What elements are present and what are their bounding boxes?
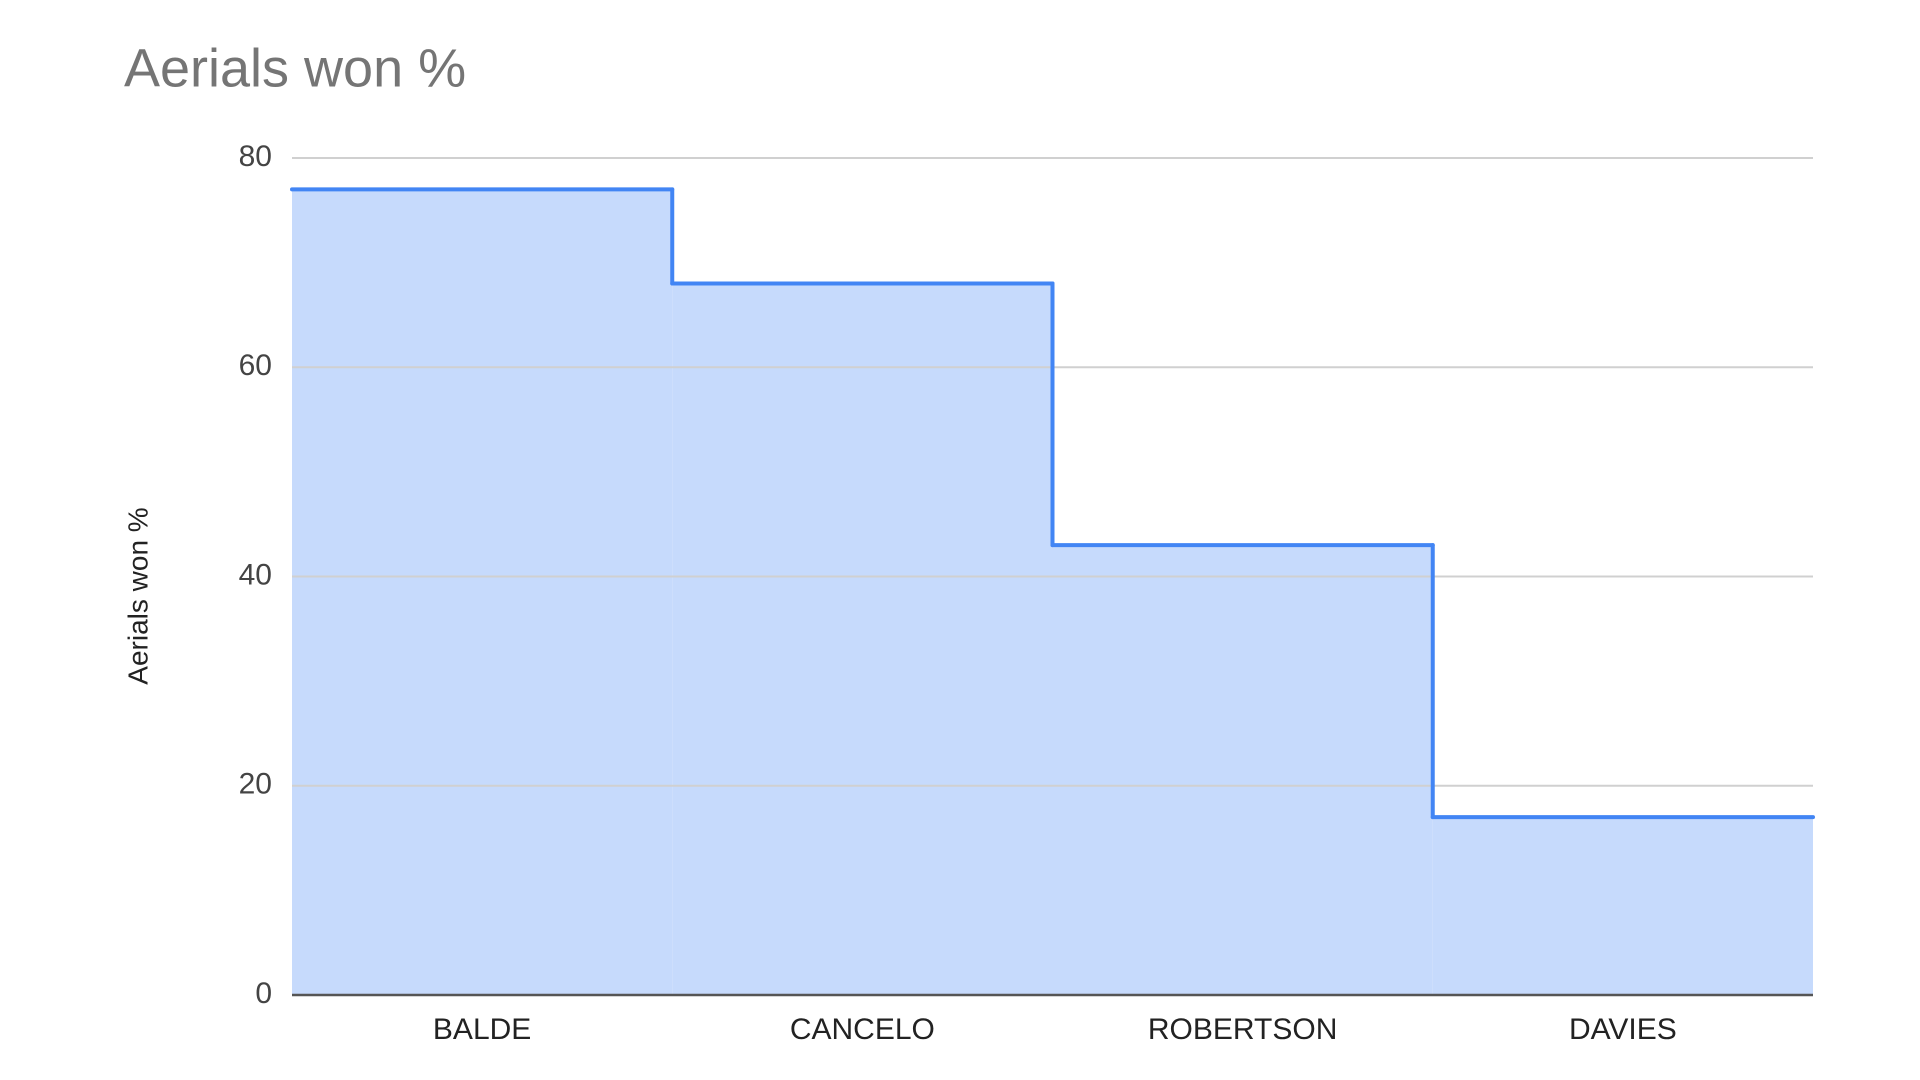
area-step <box>672 283 1053 995</box>
area-step <box>1432 817 1813 995</box>
area-step <box>292 189 673 995</box>
y-tick-label: 20 <box>239 768 272 801</box>
x-tick-label: BALDE <box>433 1013 531 1046</box>
y-tick-label: 40 <box>239 558 272 591</box>
area-step <box>1052 545 1433 995</box>
y-tick-label: 60 <box>239 349 272 382</box>
x-tick-label: CANCELO <box>790 1013 935 1046</box>
chart-title: Aerials won % <box>124 38 466 98</box>
y-axis-title: Aerials won % <box>122 507 153 684</box>
x-tick-label: DAVIES <box>1569 1013 1677 1046</box>
x-tick-label: ROBERTSON <box>1148 1013 1337 1046</box>
y-tick-label: 0 <box>255 977 272 1010</box>
y-tick-label: 80 <box>239 140 272 173</box>
